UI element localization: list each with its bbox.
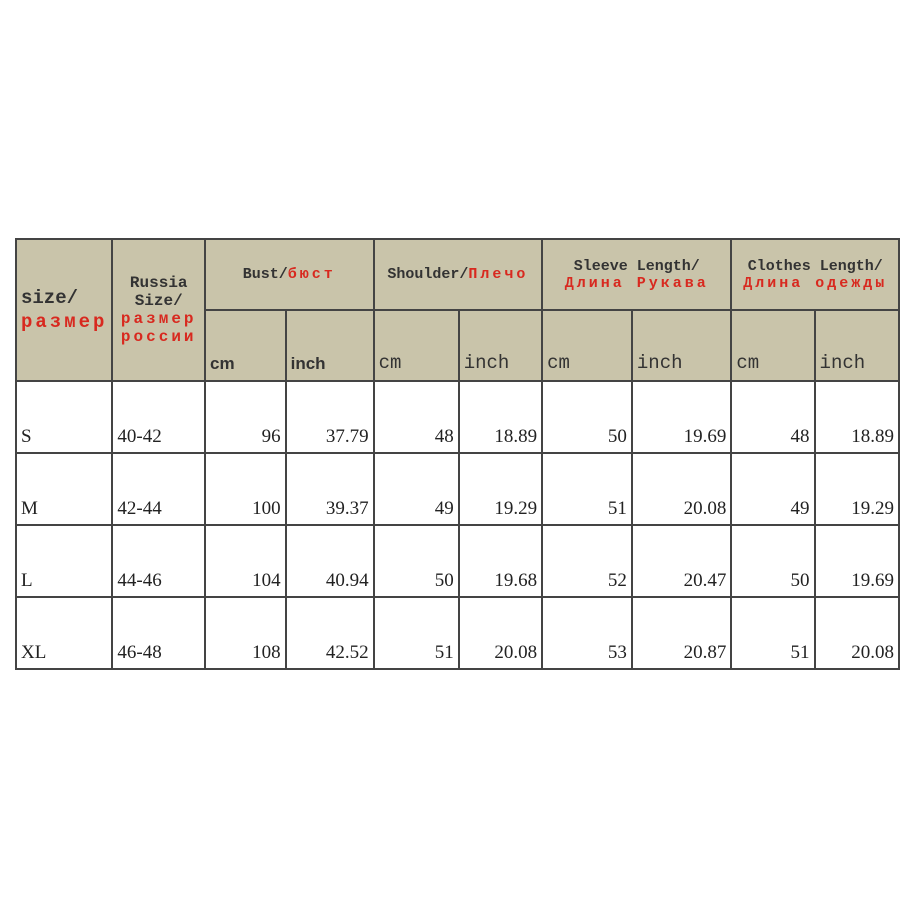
table-cell: 39.37 xyxy=(284,452,375,526)
header-russia-size: Russia Size/размер россии xyxy=(111,238,207,382)
table-cell: 20.08 xyxy=(457,596,544,670)
header-sleeve-length: Sleeve Length/Длина Рукава xyxy=(541,238,733,311)
table-cell: 53 xyxy=(541,596,633,670)
table-cell: 18.89 xyxy=(813,380,900,454)
table-cell: 40.94 xyxy=(284,524,375,598)
table-cell: 50 xyxy=(372,524,460,598)
shoulder-inch: inch xyxy=(457,309,544,382)
table-cell: 19.68 xyxy=(457,524,544,598)
table-cell: S xyxy=(14,380,114,454)
sleeve-inch: inch xyxy=(630,309,733,382)
table-cell: 20.47 xyxy=(630,524,733,598)
table-cell: 51 xyxy=(541,452,633,526)
sleeve-cm: cm xyxy=(541,309,633,382)
table-cell: 19.29 xyxy=(813,452,900,526)
table-cell: 100 xyxy=(204,452,287,526)
table-cell: L xyxy=(14,524,114,598)
table-cell: 46-48 xyxy=(111,596,207,670)
shoulder-cm: cm xyxy=(372,309,460,382)
table-cell: 52 xyxy=(541,524,633,598)
table-cell: 42.52 xyxy=(284,596,375,670)
table-cell: 37.79 xyxy=(284,380,375,454)
table-cell: 51 xyxy=(372,596,460,670)
header-shoulder: Shoulder/Плечо xyxy=(372,238,544,311)
table-cell: 96 xyxy=(204,380,287,454)
bust-inch: inch xyxy=(284,309,375,382)
table-cell: 49 xyxy=(730,452,816,526)
table-cell: 48 xyxy=(372,380,460,454)
table-cell: 48 xyxy=(730,380,816,454)
table-cell: XL xyxy=(14,596,114,670)
header-bust: Bust/бюст xyxy=(204,238,375,311)
table-cell: 19.69 xyxy=(813,524,900,598)
table-row: L 44-46 104 40.94 50 19.68 52 20.47 50 19.69 xyxy=(14,524,900,598)
table-cell: 49 xyxy=(372,452,460,526)
table-cell: 104 xyxy=(204,524,287,598)
table-cell: 20.08 xyxy=(813,596,900,670)
table-cell: 50 xyxy=(541,380,633,454)
bust-cm: cm xyxy=(204,309,287,382)
table-cell: 51 xyxy=(730,596,816,670)
table-row: S 40-42 96 37.79 48 18.89 50 19.69 48 18.89 xyxy=(14,380,900,454)
table-row: XL 46-48 108 42.52 51 20.08 53 20.87 51 20.08 xyxy=(14,596,900,670)
table-row: M 42-44 100 39.37 49 19.29 51 20.08 49 19.29 xyxy=(14,452,900,526)
table-cell: 50 xyxy=(730,524,816,598)
table-cell: 18.89 xyxy=(457,380,544,454)
header-clothes-length: Clothes Length/Длина одежды xyxy=(730,238,900,311)
header-size: size/размер xyxy=(14,238,114,382)
table-cell: 108 xyxy=(204,596,287,670)
table-cell: 42-44 xyxy=(111,452,207,526)
table-cell: 44-46 xyxy=(111,524,207,598)
table-cell: 20.87 xyxy=(630,596,733,670)
length-cm: cm xyxy=(730,309,816,382)
length-inch: inch xyxy=(813,309,900,382)
table-cell: 19.29 xyxy=(457,452,544,526)
size-chart-table: size/размер Russia Size/размер россии Bu… xyxy=(14,238,900,670)
table-cell: M xyxy=(14,452,114,526)
table-cell: 20.08 xyxy=(630,452,733,526)
table-cell: 19.69 xyxy=(630,380,733,454)
table-cell: 40-42 xyxy=(111,380,207,454)
